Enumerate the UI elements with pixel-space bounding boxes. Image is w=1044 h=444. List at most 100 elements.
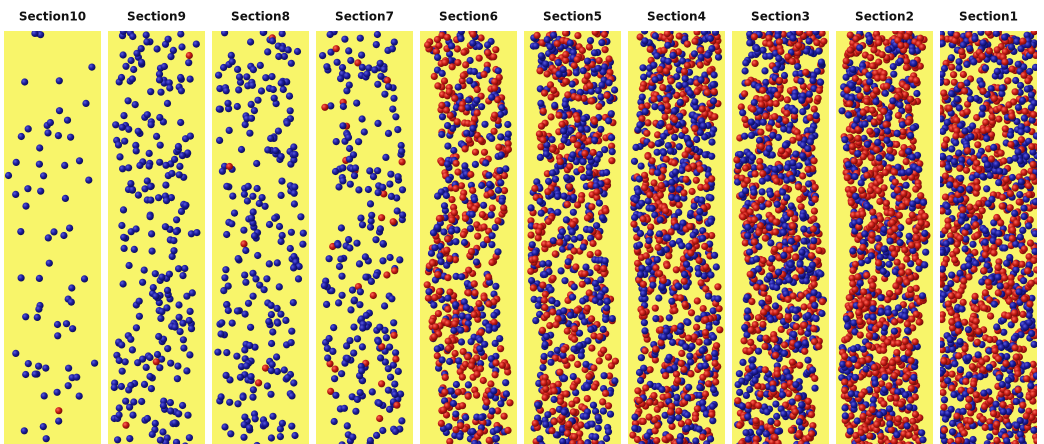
particle (638, 265, 645, 272)
particle (637, 271, 644, 278)
particle (893, 349, 900, 356)
particle (125, 97, 132, 104)
particle (396, 256, 403, 263)
particle (780, 252, 787, 259)
particle (696, 208, 703, 215)
particle (476, 43, 483, 50)
particle (785, 390, 792, 397)
particle (656, 270, 663, 277)
particle (681, 278, 688, 285)
particle (226, 399, 233, 406)
particle (242, 279, 249, 286)
particle (652, 76, 659, 83)
particle (785, 296, 792, 303)
particle (274, 320, 281, 327)
particle (805, 312, 812, 319)
particle (448, 388, 455, 395)
particle (291, 432, 298, 439)
particle (788, 238, 795, 245)
particle (684, 319, 691, 326)
particle (481, 295, 488, 302)
particle (501, 413, 508, 420)
particle (182, 202, 189, 209)
particle (595, 65, 602, 72)
particle (326, 255, 333, 262)
particle (775, 55, 782, 62)
particle (807, 138, 814, 145)
particle (268, 311, 275, 318)
particle (247, 324, 254, 331)
particle (181, 265, 188, 272)
particle (119, 124, 126, 131)
particle (339, 122, 346, 129)
particle (441, 202, 448, 209)
particle (711, 113, 718, 120)
particle (634, 387, 641, 394)
particle (494, 426, 501, 433)
particle (450, 147, 457, 154)
particle (170, 237, 177, 244)
particle (670, 52, 677, 59)
particle (772, 309, 779, 316)
particle (347, 306, 354, 313)
particle (377, 225, 384, 232)
particle (639, 94, 646, 101)
particle (548, 113, 555, 120)
particle (167, 360, 174, 367)
particle (562, 101, 569, 108)
particle (580, 244, 587, 251)
particle (714, 283, 721, 290)
particle (677, 99, 684, 106)
particle (259, 194, 266, 201)
particle (820, 38, 827, 45)
particle (701, 243, 708, 250)
particle (369, 388, 376, 395)
particle (699, 105, 706, 112)
particle (160, 402, 167, 409)
particle (870, 46, 877, 53)
particle (13, 159, 20, 166)
particle (684, 394, 691, 401)
particle (798, 78, 805, 85)
particle (772, 401, 779, 408)
particle (638, 163, 645, 170)
particle (377, 354, 384, 361)
particle (445, 423, 452, 430)
particle (596, 57, 603, 64)
particle (376, 324, 383, 331)
particle (484, 49, 491, 56)
particle (569, 294, 576, 301)
particle (710, 97, 717, 104)
particle (263, 275, 270, 282)
particle (477, 137, 484, 144)
particle (171, 156, 178, 163)
particle (560, 307, 567, 314)
particle (179, 402, 186, 409)
particle (652, 305, 659, 312)
particle (749, 106, 756, 113)
particle (175, 301, 182, 308)
particle (249, 193, 256, 200)
particle (445, 176, 452, 183)
particle (843, 74, 850, 81)
particle (477, 429, 484, 436)
particle (809, 262, 816, 269)
particle (753, 204, 760, 211)
particle (880, 359, 887, 366)
particle (112, 121, 119, 128)
particle (590, 402, 597, 409)
particle (695, 270, 702, 277)
particle (637, 377, 644, 384)
particle (166, 84, 173, 91)
particle (790, 331, 797, 338)
particle (492, 371, 499, 378)
particle (223, 87, 230, 94)
particle (144, 111, 151, 118)
particle (549, 297, 556, 304)
particle (284, 120, 291, 127)
particle (601, 146, 608, 153)
particle (478, 34, 485, 41)
particle (387, 254, 394, 261)
particle (330, 324, 337, 331)
particle (391, 332, 398, 339)
